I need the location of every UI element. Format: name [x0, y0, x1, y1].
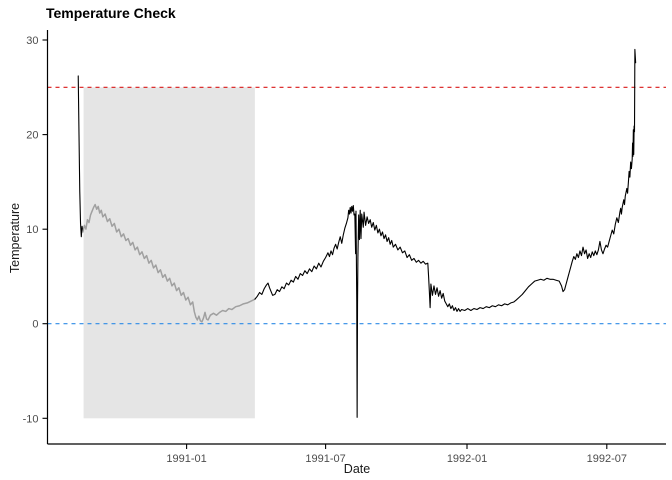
temperature-start-line	[77, 75, 84, 238]
y-tick-label: 20	[26, 130, 38, 142]
y-tick-label: 30	[26, 35, 38, 47]
y-tick-label: -10	[23, 413, 39, 425]
x-tick-label: 1991-01	[166, 453, 206, 465]
x-tick-label: 1992-01	[447, 453, 487, 465]
x-axis-title: Date	[343, 462, 371, 476]
temperature-main-line	[254, 48, 637, 418]
y-axis-title: Temperature	[8, 202, 22, 274]
chart-title: Temperature Check	[46, 5, 176, 21]
y-tick-label: 10	[26, 224, 38, 236]
temperature-highlighted-line	[82, 203, 256, 323]
x-tick-label: 1991-07	[305, 453, 345, 465]
x-tick-label: 1992-07	[587, 453, 627, 465]
highlight-region	[83, 87, 255, 419]
y-tick-label: 0	[32, 319, 38, 331]
